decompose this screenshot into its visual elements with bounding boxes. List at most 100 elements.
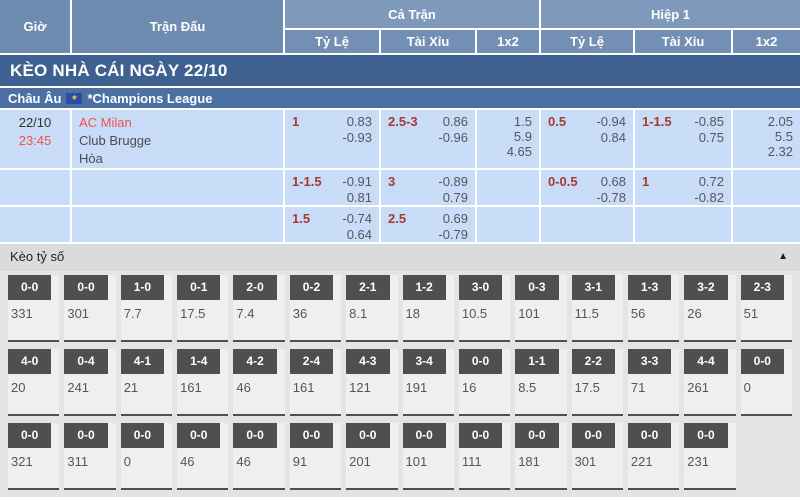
odds-value[interactable]: 0.69 (442, 211, 468, 226)
score-card[interactable]: 3-0 10.5 (458, 275, 511, 342)
score-card[interactable]: 0-0 331 (8, 275, 60, 342)
score-card[interactable]: 0-0 301 (571, 423, 623, 490)
score-card[interactable]: 0-0 231 (684, 423, 736, 490)
column-header-first-half: Hiệp 1 (541, 0, 800, 30)
odds-value[interactable]: -0.89 (438, 174, 468, 189)
ft-handicap-cell[interactable]: 1.5 -0.74 0.64 (285, 207, 381, 244)
score-card[interactable]: 1-3 56 (627, 275, 680, 342)
odds-value[interactable]: -0.96 (438, 130, 468, 145)
h1-1x2-cell[interactable]: 2.05 5.5 2.32 (733, 110, 800, 170)
score-card[interactable]: 0-0 301 (64, 275, 116, 342)
score-card[interactable]: 0-0 321 (8, 423, 60, 490)
odds-value[interactable]: 5.9 (513, 129, 532, 144)
empty-cell (635, 207, 733, 244)
ft-over-under-cell[interactable]: 2.5-3 0.86 -0.96 (381, 110, 477, 170)
ft-1x2-cell[interactable]: 1.5 5.9 4.65 (477, 110, 541, 170)
score-card[interactable]: 0-0 0 (120, 423, 173, 490)
score-odds-value: 17.5 (180, 306, 206, 321)
score-card[interactable]: 4-4 261 (684, 349, 736, 416)
ft-handicap-cell[interactable]: 1 0.83 -0.93 (285, 110, 381, 170)
handicap-value: 1.5 (292, 211, 311, 226)
score-row-3: 0-0 321 0-0 311 0-0 0 0-0 46 0-0 46 (8, 423, 792, 490)
score-card[interactable]: 4-3 121 (346, 349, 398, 416)
correct-score-header[interactable]: Kèo tỷ số ▲ (0, 244, 800, 270)
odds-value[interactable]: -0.93 (342, 130, 372, 145)
empty-cell (733, 207, 800, 244)
score-card[interactable]: 0-0 16 (458, 349, 511, 416)
score-card[interactable]: 2-1 8.1 (346, 275, 398, 342)
score-card[interactable]: 0-2 36 (289, 275, 342, 342)
score-card[interactable]: 4-1 21 (120, 349, 173, 416)
score-card[interactable]: 0-0 46 (233, 423, 285, 490)
odds-value[interactable]: -0.82 (694, 190, 724, 205)
h1-handicap-cell[interactable]: 0.5 -0.94 0.84 (541, 110, 635, 170)
odds-value[interactable]: -0.91 (342, 174, 372, 189)
score-card[interactable]: 3-2 26 (684, 275, 736, 342)
score-card[interactable]: 3-3 71 (627, 349, 680, 416)
empty-cell (541, 207, 635, 244)
ft-handicap-cell[interactable]: 1-1.5 -0.91 0.81 (285, 170, 381, 207)
odds-value[interactable]: 0.72 (698, 174, 724, 189)
odds-value[interactable]: 2.32 (767, 144, 793, 159)
home-team[interactable]: AC Milan (79, 115, 132, 130)
odds-value[interactable]: -0.74 (342, 211, 372, 226)
score-card[interactable]: 0-0 311 (64, 423, 116, 490)
odds-value[interactable]: 0.79 (442, 190, 468, 205)
odds-value[interactable]: 2.05 (767, 114, 793, 129)
column-header-full-match: Cả Trận (285, 0, 541, 30)
score-card[interactable]: 0-4 241 (64, 349, 116, 416)
score-odds-value: 46 (236, 380, 251, 395)
score-card[interactable]: 4-2 46 (233, 349, 285, 416)
score-card[interactable]: 1-0 7.7 (120, 275, 173, 342)
collapse-arrow-icon[interactable]: ▲ (778, 251, 788, 262)
score-card[interactable]: 0-0 91 (289, 423, 342, 490)
odds-value[interactable]: 0.64 (346, 227, 372, 242)
odds-value[interactable]: 0.68 (600, 174, 626, 189)
odds-value[interactable]: -0.94 (596, 114, 626, 129)
score-label: 0-0 (740, 349, 784, 374)
odds-value[interactable]: 4.65 (506, 144, 532, 159)
score-odds-value: 101 (518, 306, 540, 321)
score-card[interactable]: 2-2 17.5 (571, 349, 623, 416)
odds-value[interactable]: 0.84 (600, 130, 626, 145)
away-team[interactable]: Club Brugge (79, 133, 152, 148)
score-card[interactable]: 2-3 51 (740, 275, 792, 342)
score-card[interactable]: 0-0 181 (515, 423, 567, 490)
score-label: 4-2 (233, 349, 277, 374)
match-odds-row-2: 1-1.5 -0.91 0.81 3 -0.89 0.79 0-0.5 0.68… (0, 170, 800, 207)
odds-value[interactable]: 1.5 (513, 114, 532, 129)
score-card[interactable]: 4-0 20 (8, 349, 60, 416)
score-card[interactable]: 0-0 201 (346, 423, 398, 490)
odds-value[interactable]: 0.81 (346, 190, 372, 205)
h1-over-under-cell[interactable]: 1 0.72 -0.82 (635, 170, 733, 207)
score-card[interactable]: 0-0 0 (740, 349, 792, 416)
ft-over-under-cell[interactable]: 2.5 0.69 -0.79 (381, 207, 477, 244)
score-card[interactable]: 1-2 18 (402, 275, 454, 342)
score-card[interactable]: 2-0 7.4 (233, 275, 285, 342)
score-card[interactable]: 1-1 8.5 (515, 349, 567, 416)
odds-value[interactable]: 0.86 (442, 114, 468, 129)
h1-over-under-cell[interactable]: 1-1.5 -0.85 0.75 (635, 110, 733, 170)
score-card[interactable]: 2-4 161 (289, 349, 342, 416)
odds-value[interactable]: -0.78 (596, 190, 626, 205)
score-card[interactable]: 0-0 111 (458, 423, 511, 490)
ft-over-under-cell[interactable]: 3 -0.89 0.79 (381, 170, 477, 207)
odds-value[interactable]: 5.5 (774, 129, 793, 144)
score-card[interactable]: 3-1 11.5 (571, 275, 623, 342)
column-header-time: Giờ (0, 0, 72, 55)
score-odds-value: 301 (67, 306, 90, 321)
score-card[interactable]: 0-3 101 (515, 275, 567, 342)
h1-handicap-cell[interactable]: 0-0.5 0.68 -0.78 (541, 170, 635, 207)
score-card[interactable]: 0-0 221 (627, 423, 680, 490)
score-card[interactable]: 1-4 161 (177, 349, 229, 416)
odds-value[interactable]: -0.79 (438, 227, 468, 242)
score-card[interactable]: 0-0 101 (402, 423, 454, 490)
score-card[interactable]: 0-1 17.5 (177, 275, 229, 342)
odds-value[interactable]: -0.85 (694, 114, 724, 129)
match-teams-cell[interactable]: AC Milan Club Brugge Hòa (72, 110, 285, 170)
score-card[interactable]: 3-4 191 (402, 349, 454, 416)
score-card[interactable]: 0-0 46 (177, 423, 229, 490)
score-odds-value: 311 (67, 454, 89, 469)
odds-value[interactable]: 0.75 (698, 130, 724, 145)
odds-value[interactable]: 0.83 (346, 114, 372, 129)
